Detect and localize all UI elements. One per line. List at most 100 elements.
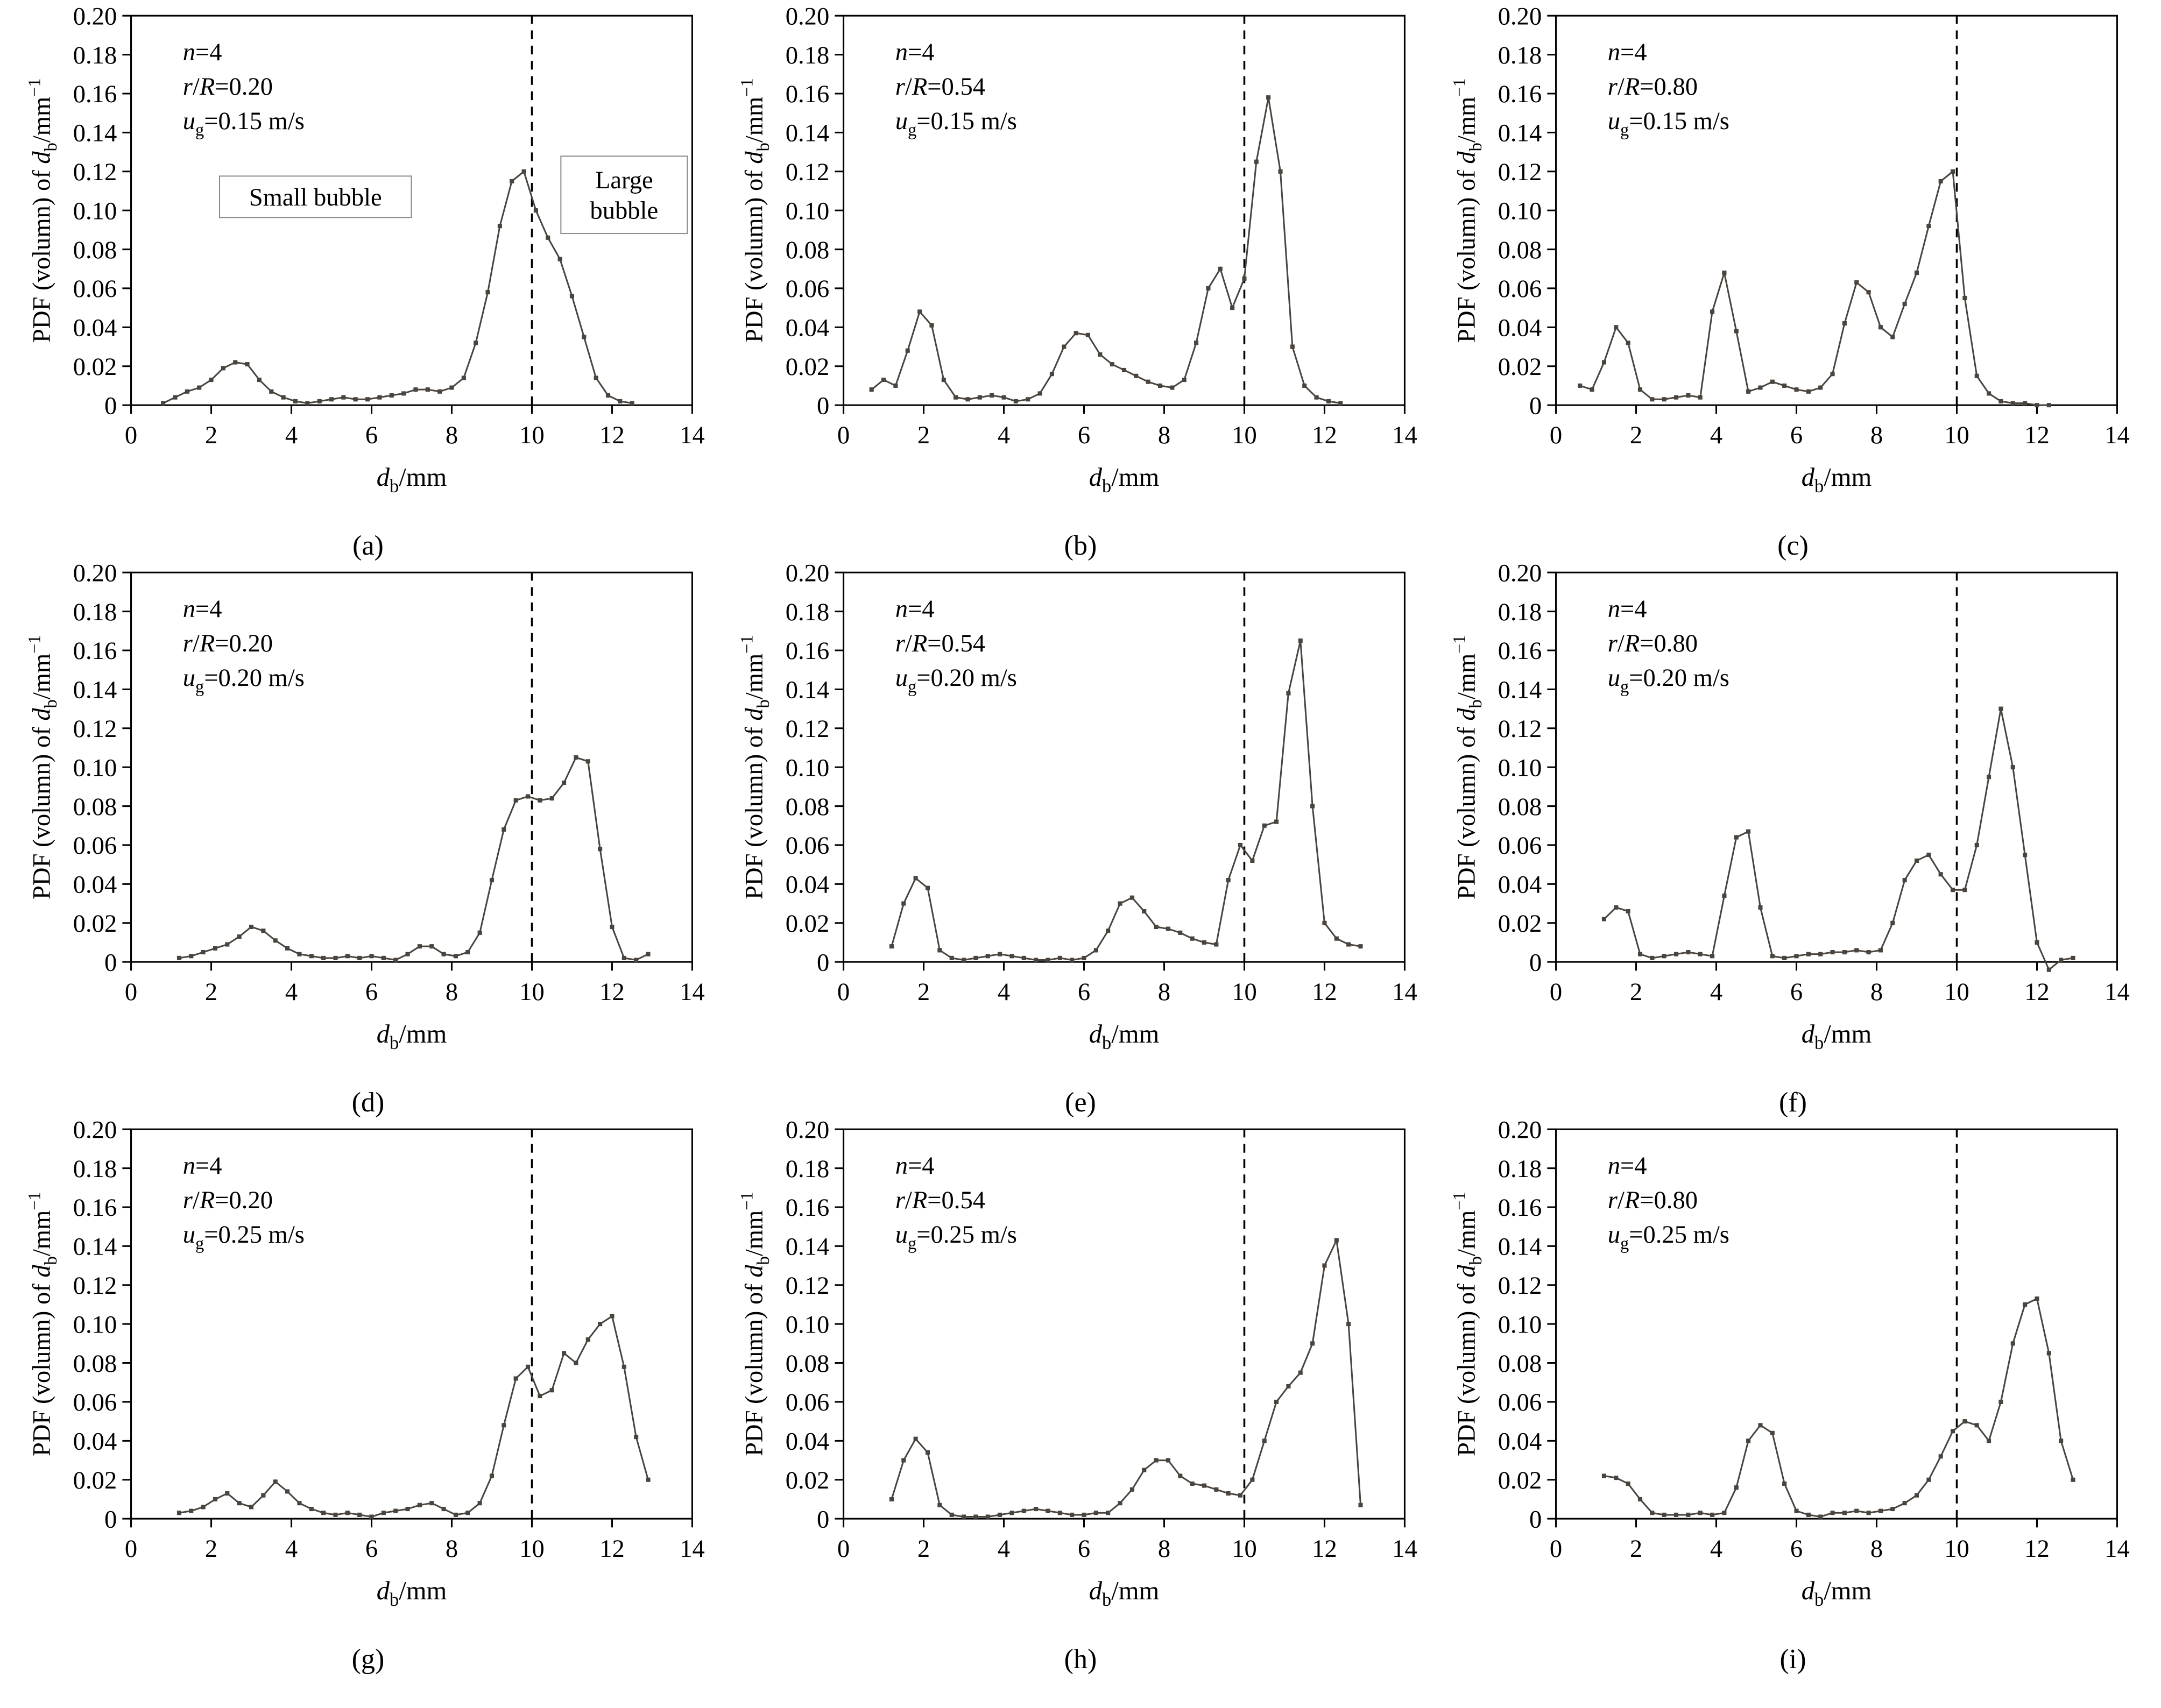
data-marker xyxy=(261,1493,266,1498)
y-tick-label: 0.12 xyxy=(73,159,117,186)
data-marker xyxy=(1662,397,1666,402)
data-marker xyxy=(1770,1431,1775,1436)
data-marker xyxy=(497,224,502,229)
data-marker xyxy=(321,956,326,961)
data-marker xyxy=(869,387,874,392)
data-marker xyxy=(1866,950,1871,955)
data-marker xyxy=(1806,1513,1811,1518)
chart-f: 0 0.02 0.04 0.06 0.08 0.10 0.12 0.14 0.16 0.18 0.2… xyxy=(1450,564,2129,1053)
data-marker xyxy=(1902,1501,1907,1506)
data-marker xyxy=(2023,853,2028,857)
data-marker xyxy=(1326,399,1331,403)
data-marker xyxy=(1178,930,1183,935)
data-marker xyxy=(293,399,298,403)
data-marker xyxy=(1601,1473,1607,1478)
x-tick-label: 14 xyxy=(1392,422,1417,449)
y-tick-label: 0.12 xyxy=(73,715,117,743)
annotation-rR: r/R=0.80 xyxy=(1608,630,1698,657)
data-marker xyxy=(1157,383,1163,388)
y-tick-label: 0.10 xyxy=(786,197,829,225)
data-marker xyxy=(905,348,910,353)
annotation-ug: ug=0.25 m/s xyxy=(183,1221,305,1253)
annotation-n: n=4 xyxy=(1608,1153,1647,1180)
data-marker xyxy=(1302,383,1307,388)
x-tick-label: 10 xyxy=(1944,1535,1969,1563)
data-marker xyxy=(1146,379,1150,384)
data-marker xyxy=(405,1507,410,1512)
data-marker xyxy=(1878,948,1883,953)
data-marker xyxy=(1298,1370,1303,1376)
data-marker xyxy=(1009,1511,1014,1515)
data-marker xyxy=(1166,1458,1170,1463)
data-marker xyxy=(353,397,358,402)
y-tick-label: 0.18 xyxy=(786,42,829,69)
data-marker xyxy=(1250,1478,1255,1483)
y-tick-label: 0.04 xyxy=(73,871,117,899)
data-marker xyxy=(1062,344,1067,349)
data-marker xyxy=(889,1497,894,1502)
data-marker xyxy=(965,397,970,402)
data-marker xyxy=(2059,1438,2064,1443)
y-tick-label: 0.08 xyxy=(1498,237,1542,264)
data-marker xyxy=(2035,1296,2039,1301)
data-marker xyxy=(973,956,978,961)
data-marker xyxy=(1734,1485,1739,1490)
y-tick-label: 0.18 xyxy=(73,599,117,626)
data-marker xyxy=(1266,95,1271,100)
data-marker xyxy=(1190,1482,1195,1486)
y-tick-label: 0.02 xyxy=(786,1467,829,1494)
annotation-ug: ug=0.15 m/s xyxy=(1608,108,1729,140)
data-marker xyxy=(429,1501,434,1506)
y-tick-label: 0.06 xyxy=(786,1390,829,1417)
data-marker xyxy=(634,1435,639,1440)
data-marker xyxy=(285,1489,290,1494)
data-marker xyxy=(1914,859,1919,863)
data-marker xyxy=(477,1501,482,1506)
subplot-b: 0 0.02 0.04 0.06 0.08 0.10 0.12 0.14 0.16 0.18 0.2… xyxy=(724,8,1437,561)
y-tick-label: 0 xyxy=(1529,1506,1542,1534)
x-tick-label: 14 xyxy=(1392,979,1417,1006)
data-marker xyxy=(1118,901,1122,906)
y-tick-label: 0.16 xyxy=(73,637,117,665)
data-marker xyxy=(1037,391,1042,396)
data-marker xyxy=(1206,286,1211,290)
data-marker xyxy=(1782,1482,1787,1486)
data-marker xyxy=(1082,956,1086,961)
subplot-f: 0 0.02 0.04 0.06 0.08 0.10 0.12 0.14 0.16 0.18 0.2… xyxy=(1437,564,2149,1118)
y-tick-label: 0.20 xyxy=(73,564,117,587)
x-tick-label: 10 xyxy=(519,979,545,1006)
y-tick-label: 0.06 xyxy=(1498,1390,1542,1417)
data-marker xyxy=(1118,1501,1122,1506)
annotation-rR: r/R=0.54 xyxy=(895,1187,985,1214)
data-marker xyxy=(1818,1514,1823,1519)
data-marker xyxy=(437,389,442,394)
data-marker xyxy=(1650,1511,1655,1515)
y-tick-label: 0.16 xyxy=(786,637,829,665)
y-tick-label: 0.14 xyxy=(73,677,117,704)
data-marker xyxy=(317,399,322,403)
x-tick-label: 4 xyxy=(1710,422,1722,449)
x-tick-label: 10 xyxy=(1232,1535,1257,1563)
panel-label-g: (g) xyxy=(351,1644,385,1675)
data-marker xyxy=(1057,1511,1062,1515)
chart-i: 0 0.02 0.04 0.06 0.08 0.10 0.12 0.14 0.16 0.18 0.2… xyxy=(1450,1121,2129,1610)
chart-c: 0 0.02 0.04 0.06 0.08 0.10 0.12 0.14 0.16 0.18 0.2… xyxy=(1450,8,2129,497)
y-tick-label: 0.06 xyxy=(786,832,829,860)
x-tick-label: 10 xyxy=(1944,422,1969,449)
data-marker xyxy=(377,395,382,400)
data-marker xyxy=(1794,954,1799,959)
subplot-i: 0 0.02 0.04 0.06 0.08 0.10 0.12 0.14 0.16 0.18 0.2… xyxy=(1437,1121,2149,1675)
data-marker xyxy=(1214,942,1219,947)
data-marker xyxy=(1238,1493,1243,1498)
x-tick-label: 10 xyxy=(1944,979,1969,1006)
data-marker xyxy=(1322,920,1327,925)
x-tick-label: 8 xyxy=(446,979,458,1006)
y-tick-label: 0.06 xyxy=(1498,832,1542,860)
data-marker xyxy=(562,1351,567,1356)
y-tick-label: 0.04 xyxy=(1498,1428,1542,1456)
data-marker xyxy=(1046,1508,1050,1514)
data-marker xyxy=(1154,1458,1159,1463)
data-marker xyxy=(1866,1511,1871,1515)
y-tick-label: 0.02 xyxy=(73,910,117,938)
